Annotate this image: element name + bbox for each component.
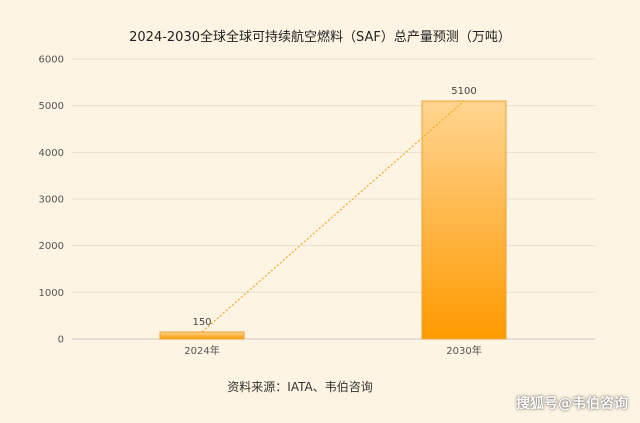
bars xyxy=(159,100,507,340)
source-note: 资料来源：IATA、韦伯咨询 xyxy=(227,379,372,394)
data-label: 150 xyxy=(192,317,211,328)
chart-title: 2024-2030全球全球可持续航空燃料（SAF）总产量预测（万吨） xyxy=(129,29,511,45)
y-tick-label: 5000 xyxy=(39,101,64,112)
y-tick-label: 3000 xyxy=(39,195,64,206)
y-tick-label: 4000 xyxy=(39,148,64,159)
data-labels: 150 5100 xyxy=(192,86,476,328)
y-tick-label: 1000 xyxy=(39,288,64,299)
y-tick-label: 0 xyxy=(58,335,64,346)
data-label: 5100 xyxy=(451,86,476,97)
bar xyxy=(421,100,507,340)
x-tick-label: 2030年 xyxy=(446,344,481,357)
watermark: 搜狐号@韦伯咨询 xyxy=(516,396,628,412)
x-tick-label: 2024年 xyxy=(184,344,219,357)
grid-lines xyxy=(72,58,595,340)
x-axis-ticks: 2024年 2030年 xyxy=(184,344,481,357)
y-axis-ticks: 0 1000 2000 3000 4000 5000 6000 xyxy=(39,55,64,346)
y-tick-label: 6000 xyxy=(39,55,64,66)
y-tick-label: 2000 xyxy=(39,241,64,252)
bar xyxy=(159,331,245,340)
